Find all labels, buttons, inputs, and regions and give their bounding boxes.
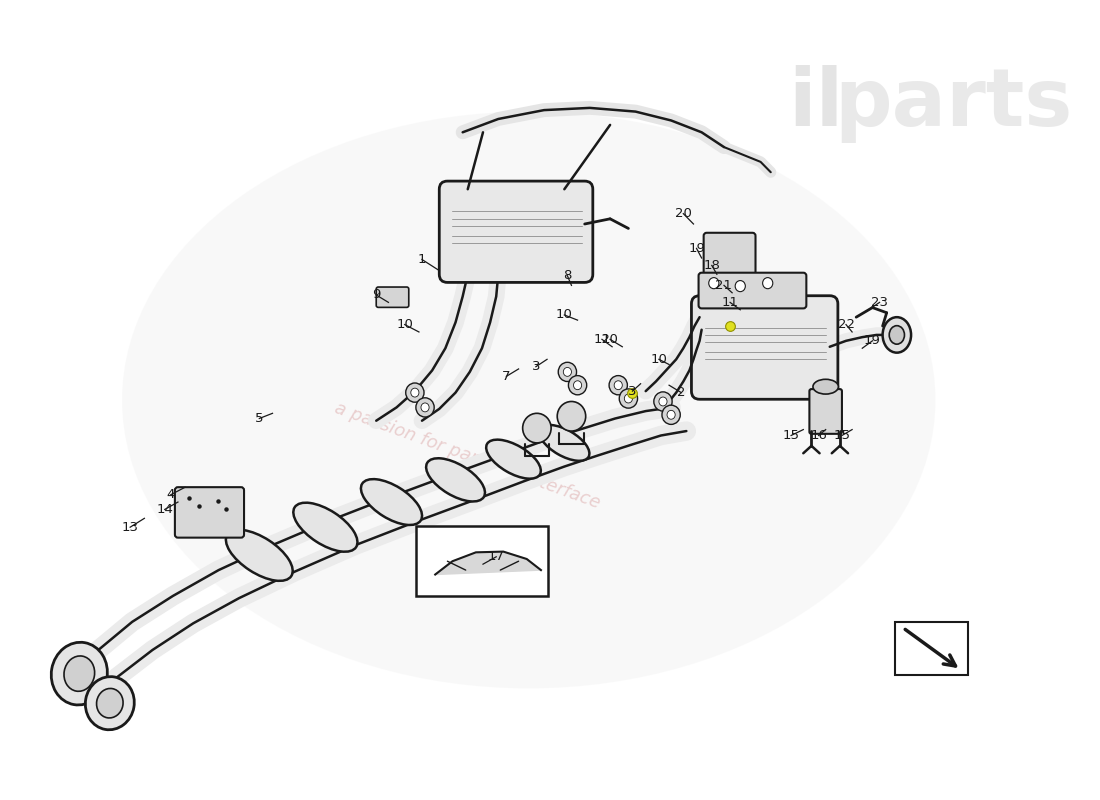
Text: 1: 1 — [418, 253, 426, 266]
Ellipse shape — [662, 405, 680, 425]
Ellipse shape — [122, 111, 935, 689]
Ellipse shape — [813, 379, 838, 394]
Ellipse shape — [619, 389, 638, 408]
Ellipse shape — [882, 317, 911, 353]
Ellipse shape — [573, 381, 582, 390]
Ellipse shape — [563, 367, 572, 376]
Text: 12: 12 — [594, 333, 610, 346]
Text: 3: 3 — [628, 385, 637, 398]
Text: 10: 10 — [602, 333, 618, 346]
Ellipse shape — [52, 642, 108, 705]
Text: 9: 9 — [372, 289, 381, 302]
Ellipse shape — [614, 381, 623, 390]
Text: 15: 15 — [782, 429, 800, 442]
FancyBboxPatch shape — [810, 389, 842, 434]
FancyBboxPatch shape — [175, 487, 244, 538]
FancyBboxPatch shape — [704, 233, 756, 285]
Ellipse shape — [522, 414, 551, 443]
Ellipse shape — [558, 362, 576, 382]
Text: a passion for parts  •  interface: a passion for parts • interface — [332, 399, 603, 512]
Text: 10: 10 — [556, 309, 573, 322]
Ellipse shape — [426, 458, 485, 502]
Ellipse shape — [416, 398, 434, 417]
Ellipse shape — [889, 326, 904, 344]
Text: 19: 19 — [864, 334, 881, 347]
Ellipse shape — [294, 502, 358, 552]
Ellipse shape — [609, 375, 627, 395]
Ellipse shape — [735, 281, 746, 292]
Ellipse shape — [410, 388, 419, 397]
Ellipse shape — [539, 425, 590, 461]
FancyBboxPatch shape — [439, 181, 593, 282]
Text: 16: 16 — [810, 429, 827, 442]
Ellipse shape — [97, 689, 123, 718]
Text: 5: 5 — [255, 412, 264, 425]
Ellipse shape — [86, 677, 134, 730]
Text: 13: 13 — [122, 521, 139, 534]
Text: 15: 15 — [834, 429, 850, 442]
Text: 10: 10 — [396, 318, 414, 331]
Ellipse shape — [558, 402, 585, 431]
Text: 21: 21 — [715, 279, 733, 292]
Text: 14: 14 — [156, 503, 173, 516]
Text: 22: 22 — [837, 318, 855, 331]
Text: 2: 2 — [676, 386, 685, 399]
Text: 8: 8 — [563, 270, 572, 282]
Text: 7: 7 — [502, 370, 510, 383]
Polygon shape — [436, 552, 541, 574]
Text: 3: 3 — [531, 360, 540, 374]
Ellipse shape — [625, 394, 632, 403]
Text: 4: 4 — [166, 488, 175, 501]
Ellipse shape — [667, 410, 675, 419]
Text: 23: 23 — [871, 296, 888, 309]
Ellipse shape — [708, 278, 719, 289]
Text: 11: 11 — [722, 296, 738, 309]
Text: 19: 19 — [689, 242, 705, 255]
Ellipse shape — [361, 479, 422, 525]
Ellipse shape — [486, 440, 541, 478]
FancyBboxPatch shape — [698, 273, 806, 308]
Ellipse shape — [226, 530, 293, 581]
Ellipse shape — [406, 383, 424, 402]
Ellipse shape — [421, 403, 429, 412]
FancyBboxPatch shape — [692, 296, 838, 399]
Ellipse shape — [659, 397, 667, 406]
Ellipse shape — [653, 392, 672, 411]
Text: 20: 20 — [675, 207, 692, 220]
Ellipse shape — [64, 656, 95, 691]
Text: 10: 10 — [650, 353, 668, 366]
FancyBboxPatch shape — [376, 287, 409, 307]
Text: 17: 17 — [487, 550, 505, 563]
Ellipse shape — [569, 375, 586, 395]
Ellipse shape — [762, 278, 773, 289]
Text: parts: parts — [834, 65, 1072, 143]
Text: 18: 18 — [703, 259, 720, 272]
FancyBboxPatch shape — [416, 526, 548, 596]
Text: il: il — [788, 65, 844, 143]
